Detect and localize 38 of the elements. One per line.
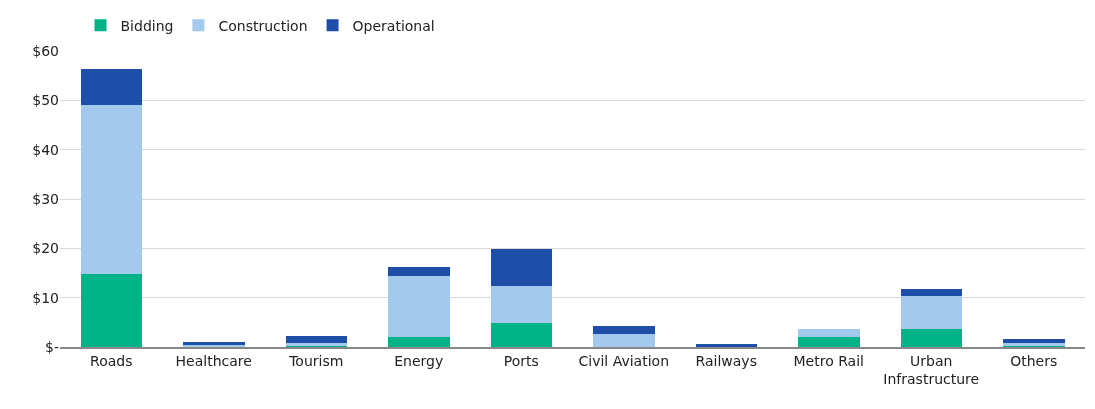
bar — [900, 329, 962, 347]
x-tick-label: Healthcare — [175, 352, 252, 369]
bar — [80, 274, 142, 347]
y-tick-label: $60 — [32, 42, 59, 59]
legend-label: Bidding — [120, 17, 174, 34]
bar — [490, 286, 552, 324]
bar — [900, 296, 962, 330]
bar — [593, 334, 655, 347]
bar — [798, 329, 860, 338]
x-tick-label: Metro Rail — [793, 352, 864, 369]
bar — [388, 276, 450, 338]
bar — [388, 337, 450, 347]
bar — [388, 266, 450, 277]
x-tick-label: Roads — [90, 352, 133, 369]
y-tick-label: $40 — [32, 141, 59, 158]
bar — [490, 323, 552, 347]
x-tick-label: Railways — [695, 352, 757, 369]
y-tick-label: $10 — [32, 289, 59, 306]
y-tick-label: $20 — [32, 240, 59, 257]
bar — [80, 104, 142, 275]
bar — [593, 326, 655, 335]
bar — [900, 289, 962, 297]
legend-label: Operational — [352, 17, 435, 34]
bar — [80, 69, 142, 105]
bar — [285, 336, 347, 344]
y-tick-label: $50 — [32, 92, 59, 109]
x-tick-label: Ports — [503, 352, 539, 369]
x-tick-label: Energy — [394, 352, 444, 369]
bar — [1003, 338, 1065, 344]
x-tick-label: Civil Aviation — [578, 352, 670, 369]
bar — [490, 248, 552, 287]
x-tick-label: Others — [1010, 352, 1058, 369]
legend-label: Construction — [218, 17, 308, 34]
y-tick-label: $30 — [32, 190, 59, 207]
y-tick-label: $- — [45, 338, 59, 355]
x-tick-label: Tourism — [288, 352, 344, 369]
x-tick-label: Urban Infrastructure — [883, 352, 980, 387]
bar — [798, 337, 860, 347]
